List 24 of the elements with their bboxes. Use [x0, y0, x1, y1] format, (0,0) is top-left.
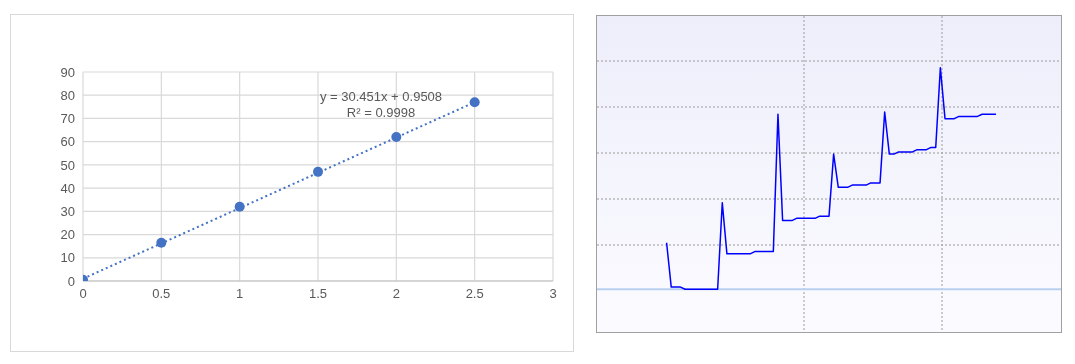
- x-tick-label: 0: [79, 286, 87, 302]
- y-tick-label: 90: [60, 64, 75, 80]
- x-tick-label: 2: [392, 286, 400, 302]
- x-tick-label: 1: [236, 286, 244, 302]
- point: [234, 201, 245, 212]
- y-tick-label: 20: [60, 227, 75, 243]
- annotation: y = 30.451x + 0.9508: [318, 89, 444, 104]
- y-tick-label: 60: [60, 134, 75, 150]
- annotation: R² = 0.9998: [345, 105, 417, 120]
- point: [156, 237, 167, 248]
- point: [391, 132, 402, 143]
- y-tick-label: 50: [60, 157, 75, 173]
- x-tick-label: 1.5: [308, 286, 328, 302]
- x-tick-label: 3: [549, 286, 557, 302]
- point: [313, 166, 323, 177]
- x-tick-label: 2.5: [465, 286, 484, 302]
- y-tick-label: 40: [60, 180, 75, 196]
- point: [469, 97, 480, 108]
- y-tick-label: 30: [60, 203, 75, 219]
- y-tick-label: 10: [60, 250, 75, 266]
- x-tick-label: 0.5: [152, 286, 171, 302]
- y-tick-label: 70: [60, 111, 75, 127]
- y-tick-label: 80: [60, 87, 75, 103]
- y-tick-label: 0: [67, 273, 75, 289]
